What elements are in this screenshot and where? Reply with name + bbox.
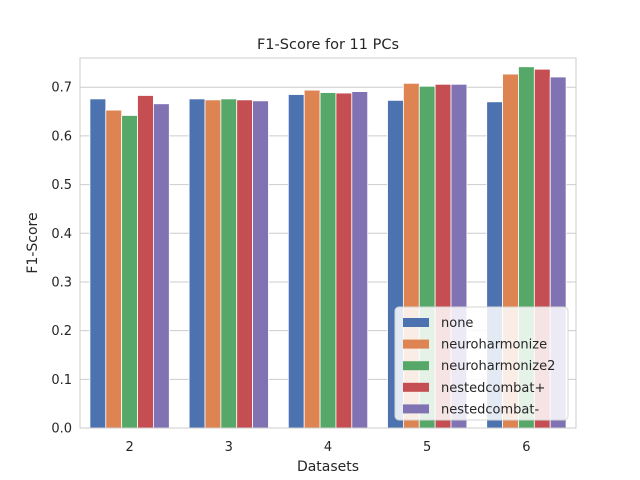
legend-label-nestedcombat-: nestedcombat-: [441, 402, 539, 417]
legend-swatch-nestedcombat-: [403, 404, 429, 414]
bar-neuroharmonize-2: [105, 109, 123, 429]
y-tick-label: 0.4: [51, 227, 72, 242]
legend-swatch-neuroharmonize2: [403, 361, 429, 371]
x-tick-label: 2: [125, 440, 133, 455]
bar-nestedcombat+-2: [137, 95, 154, 429]
x-tick-label: 3: [225, 440, 233, 455]
y-tick-label: 0.7: [51, 81, 72, 96]
legend-label-neuroharmonize2: neuroharmonize2: [441, 359, 555, 374]
legend-swatch-none: [403, 318, 429, 327]
y-tick-label: 0.0: [51, 422, 72, 437]
bar-none-2: [89, 98, 107, 429]
x-tick-label: 6: [522, 440, 530, 455]
x-tick-labels: 2 3 4 5 6: [125, 440, 530, 455]
plot-frame: [79, 57, 577, 429]
y-axis-label: F1-Score: [25, 212, 41, 273]
y-tick-label: 0.6: [51, 129, 72, 144]
legend-label-none: none: [441, 316, 473, 331]
bar-none-3: [188, 98, 206, 429]
legend-label-nestedcombat+: nestedcombat+: [441, 381, 545, 396]
legend-swatch-nestedcombat+: [403, 382, 429, 392]
x-axis-label: Datasets: [297, 459, 359, 475]
x-tick-label: 5: [423, 440, 431, 455]
bar-none-4: [287, 94, 305, 429]
bar-neuroharmonize2-2: [121, 115, 138, 429]
y-tick-label: 0.3: [51, 275, 72, 290]
y-tick-label: 0.1: [51, 373, 72, 388]
y-tick-label: 0.5: [51, 178, 72, 193]
legend: none neuroharmonize neuroharmonize2 nestedc…: [394, 306, 569, 421]
bar-neuroharmonize-3: [204, 99, 222, 429]
chart-title: F1-Score for 11 PCs: [257, 37, 399, 53]
legend-box: [394, 306, 569, 421]
bar-neuroharmonize2-3: [220, 98, 238, 429]
bar-nestedcombat--2: [153, 103, 170, 429]
bar-nestedcombat+-4: [335, 92, 353, 429]
bar-nestedcombat--4: [351, 91, 369, 429]
x-tick-label: 4: [324, 440, 332, 455]
bar-nestedcombat+-3: [236, 99, 254, 429]
legend-label-neuroharmonize: neuroharmonize: [441, 338, 547, 353]
y-tick-labels: 0.0 0.1 0.2 0.3 0.4 0.5 0.6 0.7: [51, 81, 72, 437]
bar-neuroharmonize2-4: [319, 92, 337, 429]
bar-nestedcombat--3: [252, 100, 269, 429]
y-tick-label: 0.2: [51, 324, 72, 339]
legend-swatch-neuroharmonize: [403, 339, 429, 349]
bar-neuroharmonize-4: [303, 89, 321, 429]
